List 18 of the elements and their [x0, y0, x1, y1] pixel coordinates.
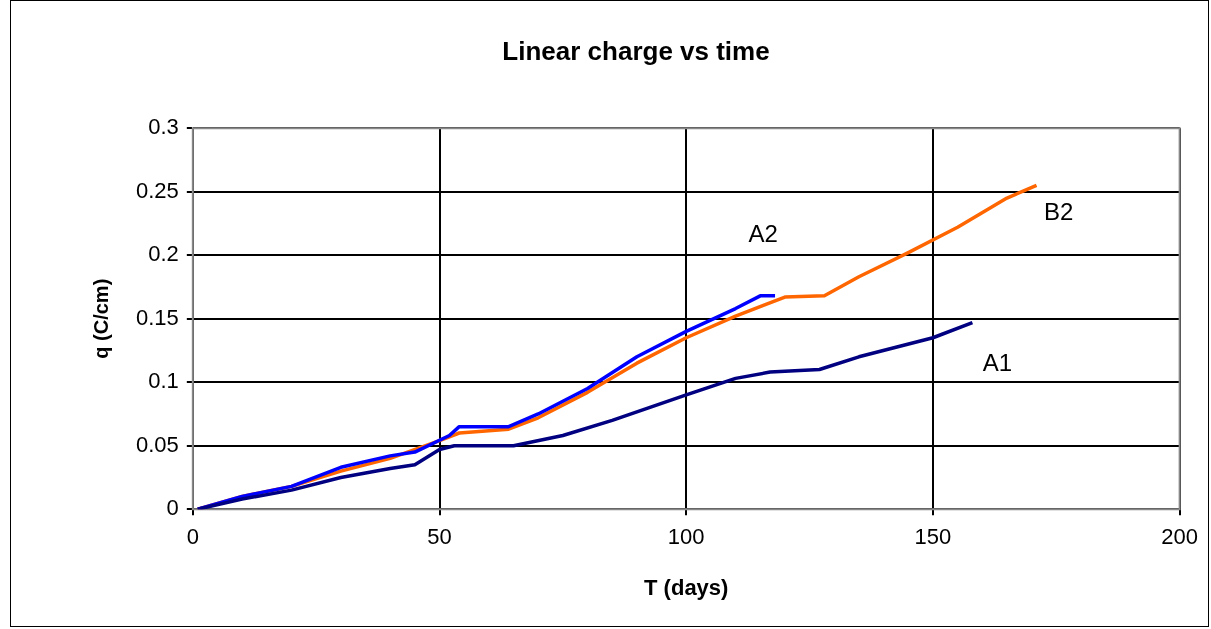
series-label: B2 [1043, 197, 1074, 225]
x-tick-label: 200 [1161, 524, 1199, 550]
series-label: A1 [982, 349, 1013, 377]
y-tick-label: 0.3 [148, 114, 179, 140]
x-tick-label: 150 [914, 524, 952, 550]
y-tick-label: 0.05 [135, 431, 179, 457]
x-tick-label: 100 [667, 524, 705, 550]
chart-title: Linear charge vs time [502, 35, 770, 66]
y-tick-label: 0.2 [148, 241, 179, 267]
y-tick-label: 0.1 [148, 368, 179, 394]
y-tick-label: 0.15 [135, 304, 179, 330]
y-axis-title: q (C/cm) [89, 278, 112, 359]
text: A2 [748, 220, 778, 248]
y-tick-label: 0 [166, 495, 179, 521]
x-axis-title: T (days) [644, 574, 729, 600]
y-tick-label: 0.25 [135, 177, 179, 203]
x-tick-label: 0 [186, 524, 199, 550]
x-tick-label: 50 [427, 524, 452, 550]
